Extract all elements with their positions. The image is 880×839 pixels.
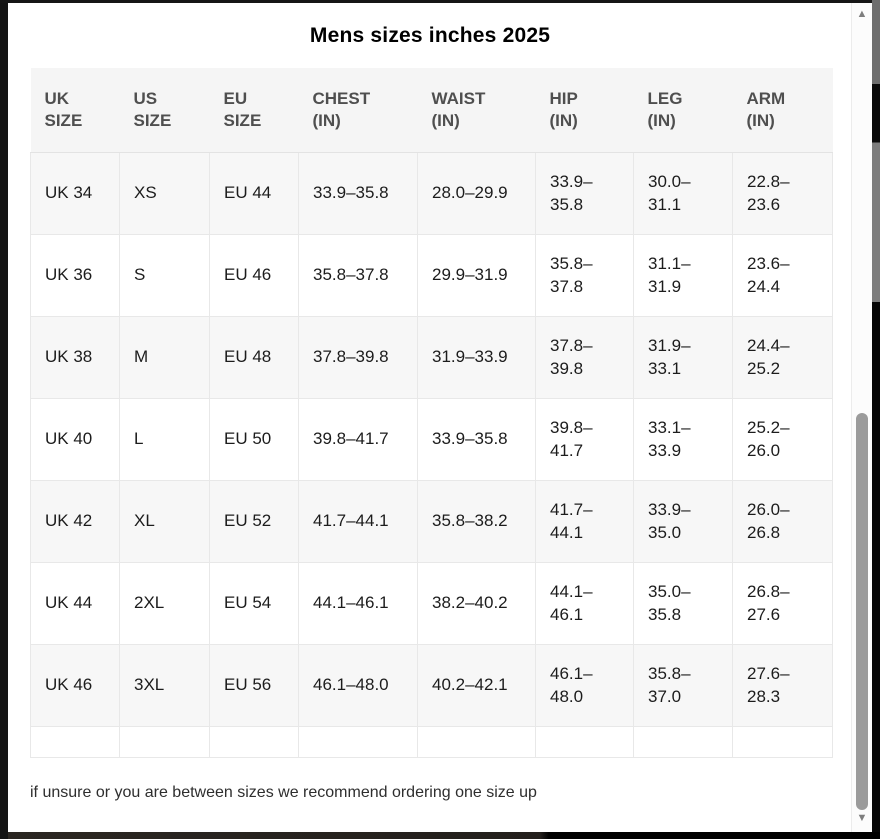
empty-cell [417, 726, 536, 758]
table-row: UK 36 S EU 46 35.8–37.8 29.9–31.9 35.8– … [30, 234, 833, 317]
header-row: UK SIZE US SIZE EU SIZE CHEST (IN) WAIST… [30, 68, 833, 153]
cell-uk-size: UK 36 [30, 234, 120, 317]
cell-hip: 44.1– 46.1 [535, 562, 634, 645]
cell-waist: 28.0–29.9 [417, 152, 536, 235]
cell-hip: 35.8– 37.8 [535, 234, 634, 317]
table-row: UK 34 XS EU 44 33.9–35.8 28.0–29.9 33.9–… [30, 152, 833, 235]
page-edge-bottom [8, 832, 880, 839]
col-header-chest: CHEST (IN) [298, 68, 418, 153]
empty-cell [209, 726, 299, 758]
cell-chest: 46.1–48.0 [298, 644, 418, 727]
cell-leg: 35.8– 37.0 [633, 644, 733, 727]
cell-eu-size: EU 48 [209, 316, 299, 399]
cell-arm: 24.4– 25.2 [732, 316, 833, 399]
sizing-footnote: if unsure or you are between sizes we re… [30, 784, 537, 801]
cell-waist: 33.9–35.8 [417, 398, 536, 481]
cell-arm: 25.2– 26.0 [732, 398, 833, 481]
cell-us-size: M [119, 316, 210, 399]
page-edge-right [872, 0, 880, 839]
cell-hip: 41.7– 44.1 [535, 480, 634, 563]
cell-uk-size: UK 42 [30, 480, 120, 563]
cell-leg: 31.1– 31.9 [633, 234, 733, 317]
cell-waist: 29.9–31.9 [417, 234, 536, 317]
empty-cell [732, 726, 833, 758]
cell-waist: 40.2–42.1 [417, 644, 536, 727]
cell-us-size: 2XL [119, 562, 210, 645]
col-header-eu-size: EU SIZE [209, 68, 299, 153]
vertical-scrollbar[interactable]: ▲ ▼ [851, 3, 872, 832]
scroll-up-icon[interactable]: ▲ [856, 8, 868, 20]
cell-us-size: 3XL [119, 644, 210, 727]
cell-chest: 35.8–37.8 [298, 234, 418, 317]
cell-leg: 30.0– 31.1 [633, 152, 733, 235]
scrollbar-thumb[interactable] [856, 413, 868, 810]
cell-leg: 31.9– 33.1 [633, 316, 733, 399]
empty-cell [119, 726, 210, 758]
empty-cell [535, 726, 634, 758]
table-row: UK 44 2XL EU 54 44.1–46.1 38.2–40.2 44.1… [30, 562, 833, 645]
table-row-empty [30, 726, 833, 758]
cell-us-size: XS [119, 152, 210, 235]
table-row: UK 40 L EU 50 39.8–41.7 33.9–35.8 39.8– … [30, 398, 833, 481]
cell-us-size: XL [119, 480, 210, 563]
table-row: UK 42 XL EU 52 41.7–44.1 35.8–38.2 41.7–… [30, 480, 833, 563]
cell-chest: 33.9–35.8 [298, 152, 418, 235]
cell-eu-size: EU 46 [209, 234, 299, 317]
cell-eu-size: EU 54 [209, 562, 299, 645]
col-header-waist: WAIST (IN) [417, 68, 536, 153]
cell-uk-size: UK 34 [30, 152, 120, 235]
cell-us-size: S [119, 234, 210, 317]
cell-waist: 38.2–40.2 [417, 562, 536, 645]
col-header-arm: ARM (IN) [732, 68, 833, 153]
table-row: UK 46 3XL EU 56 46.1–48.0 40.2–42.1 46.1… [30, 644, 833, 727]
cell-arm: 26.0– 26.8 [732, 480, 833, 563]
cell-arm: 22.8– 23.6 [732, 152, 833, 235]
scroll-down-icon[interactable]: ▼ [856, 812, 868, 824]
cell-waist: 31.9–33.9 [417, 316, 536, 399]
page-edge-top [0, 0, 880, 3]
size-chart-container: UK SIZE US SIZE EU SIZE CHEST (IN) WAIST… [30, 68, 833, 758]
cell-leg: 35.0– 35.8 [633, 562, 733, 645]
size-chart-table: UK SIZE US SIZE EU SIZE CHEST (IN) WAIST… [30, 68, 833, 758]
cell-uk-size: UK 40 [30, 398, 120, 481]
empty-cell [633, 726, 733, 758]
cell-hip: 46.1– 48.0 [535, 644, 634, 727]
cell-us-size: L [119, 398, 210, 481]
cell-hip: 33.9– 35.8 [535, 152, 634, 235]
empty-cell [30, 726, 120, 758]
col-header-leg: LEG (IN) [633, 68, 733, 153]
cell-eu-size: EU 52 [209, 480, 299, 563]
cell-leg: 33.1– 33.9 [633, 398, 733, 481]
cell-chest: 44.1–46.1 [298, 562, 418, 645]
cell-eu-size: EU 50 [209, 398, 299, 481]
cell-eu-size: EU 44 [209, 152, 299, 235]
cell-leg: 33.9– 35.0 [633, 480, 733, 563]
cell-hip: 39.8– 41.7 [535, 398, 634, 481]
empty-cell [298, 726, 418, 758]
col-header-hip: HIP (IN) [535, 68, 634, 153]
cell-chest: 41.7–44.1 [298, 480, 418, 563]
cell-arm: 27.6– 28.3 [732, 644, 833, 727]
cell-chest: 39.8–41.7 [298, 398, 418, 481]
cell-chest: 37.8–39.8 [298, 316, 418, 399]
cell-hip: 37.8– 39.8 [535, 316, 634, 399]
page-edge-left [0, 0, 8, 839]
page-title: Mens sizes inches 2025 [309, 24, 551, 48]
col-header-uk-size: UK SIZE [30, 68, 120, 153]
cell-uk-size: UK 38 [30, 316, 120, 399]
cell-waist: 35.8–38.2 [417, 480, 536, 563]
col-header-us-size: US SIZE [119, 68, 210, 153]
cell-uk-size: UK 46 [30, 644, 120, 727]
table-row: UK 38 M EU 48 37.8–39.8 31.9–33.9 37.8– … [30, 316, 833, 399]
cell-arm: 23.6– 24.4 [732, 234, 833, 317]
cell-eu-size: EU 56 [209, 644, 299, 727]
cell-arm: 26.8– 27.6 [732, 562, 833, 645]
cell-uk-size: UK 44 [30, 562, 120, 645]
